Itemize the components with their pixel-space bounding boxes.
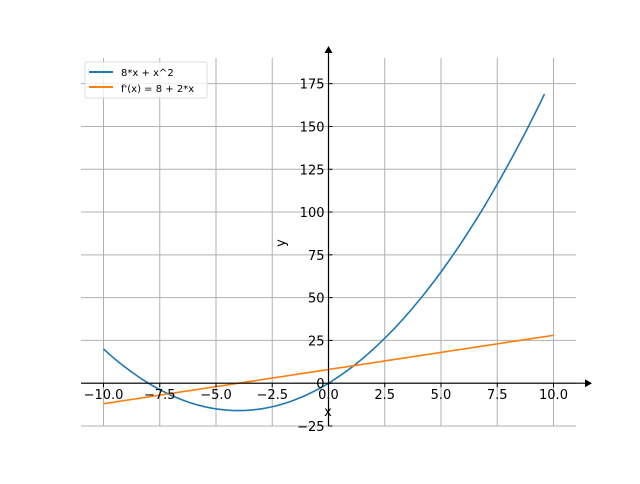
y-tick-label: 75 [308,249,325,264]
x-tick-label: −10.0 [84,388,124,403]
tick-labels: −10.0 −7.5 −5.0 −2.5 0.0 2.5 5.0 7.5 10.0 −25 0 25 5… [84,78,568,435]
y-tick-label: 0 [316,377,324,392]
y-axis-arrow-icon [324,46,333,53]
y-tick-label: 25 [308,334,325,349]
x-tick-label: −7.5 [144,388,176,403]
x-tick-label: 7.5 [487,388,508,403]
series-line-0 [102,93,546,412]
legend: 8*x + x^2 f'(x) = 8 + 2*x [84,61,208,99]
x-tick-label: −2.5 [256,388,288,403]
x-axis-arrow-icon [585,379,592,388]
legend-label-1: f'(x) = 8 + 2*x [121,84,194,95]
axes [81,46,592,427]
x-tick-label: −5.0 [200,388,232,403]
x-tick-label: 2.5 [374,388,395,403]
y-tick-label: 125 [300,163,325,178]
y-axis-label: y [274,239,289,247]
y-tick-label: 175 [300,78,325,93]
x-tick-label: 10.0 [539,388,568,403]
legend-box [84,61,208,99]
legend-label-0: 8*x + x^2 [121,68,174,79]
y-tick-label: −25 [297,420,324,435]
x-axis-label: x [324,405,332,420]
x-tick-label: 5.0 [431,388,452,403]
y-tick-label: 100 [300,206,325,221]
y-tick-label: 50 [308,292,325,307]
x-tick-label: 0.0 [318,388,339,403]
y-tick-label: 150 [300,120,325,135]
